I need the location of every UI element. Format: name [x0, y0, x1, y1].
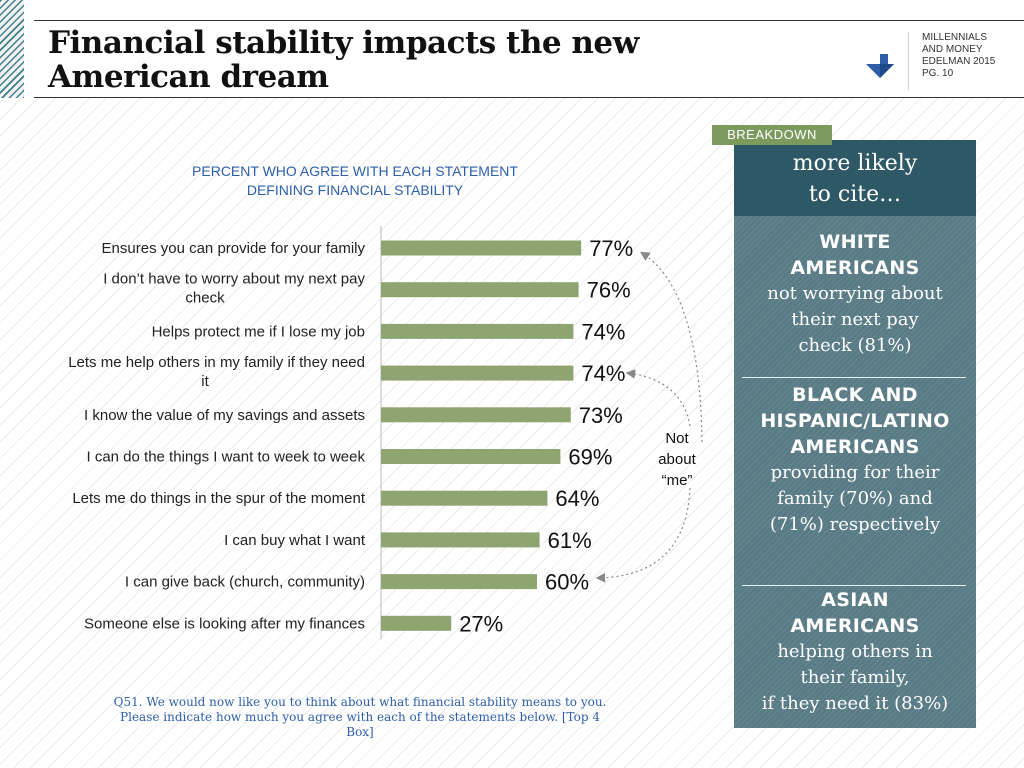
category-label: I don’t have to worry about my next pay c…	[103, 271, 365, 307]
bar	[381, 240, 582, 256]
breakdown-card-black-hispanic: BLACK AND HISPANIC/LATINO AMERICANS prov…	[734, 382, 976, 538]
annotation-line: Not	[665, 430, 689, 447]
not-about-me-annotation: Not about “me”	[652, 428, 702, 491]
annotation-arrow	[595, 487, 691, 583]
card-group-line: HISPANIC/LATINO	[760, 410, 950, 432]
card-text-line: if they need it (83%)	[761, 693, 949, 714]
arrow-logo-icon	[866, 52, 894, 78]
card-text-line: their next pay	[791, 309, 919, 330]
page-title-line: Financial stability impacts the new	[48, 25, 639, 61]
category-label: I can buy what I want	[224, 532, 366, 549]
breakdown-heading-line: to cite…	[808, 182, 902, 207]
card-text: providing for their family (70%) and (71…	[734, 460, 976, 538]
chart-subtitle: PERCENT WHO AGREE WITH EACH STATEMENT DE…	[150, 162, 560, 200]
card-separator	[742, 585, 966, 586]
card-text: not worrying about their next pay check …	[734, 281, 976, 359]
header-band	[24, 0, 1024, 98]
breakdown-card-asian: ASIAN AMERICANS helping others in their …	[734, 587, 976, 717]
brand-block: MILLENNIALS AND MONEY EDELMAN 2015 PG. 1…	[922, 32, 1022, 80]
value-label: 77%	[589, 236, 633, 261]
card-separator	[742, 377, 966, 378]
value-label: 74%	[581, 319, 625, 344]
header-rule-bottom	[34, 97, 1024, 98]
category-label: Someone else is looking after my finance…	[84, 615, 365, 632]
category-label: Lets me help others in my family if they…	[68, 354, 365, 390]
annotation-line: about	[658, 451, 696, 468]
footnote-line: Please indicate how much you agree with …	[120, 710, 600, 739]
breakdown-card-white: WHITE AMERICANS not worrying about their…	[734, 229, 976, 359]
card-group: WHITE AMERICANS	[734, 229, 976, 281]
breakdown-tag: BREAKDOWN	[712, 125, 832, 145]
value-label: 64%	[555, 486, 599, 511]
breakdown-heading: more likely to cite…	[734, 140, 976, 216]
page-title: Financial stability impacts the new Amer…	[48, 26, 748, 94]
logo-divider	[908, 32, 909, 90]
card-group-line: WHITE	[819, 231, 891, 253]
category-label: Lets me do things in the spur of the mom…	[72, 490, 365, 507]
card-group-line: AMERICANS	[790, 436, 920, 458]
page-number: PG. 10	[922, 68, 954, 79]
category-label: I can give back (church, community)	[125, 574, 365, 591]
breakdown-heading-line: more likely	[792, 151, 918, 176]
chart-subtitle-line: DEFINING FINANCIAL STABILITY	[246, 182, 464, 198]
bar	[381, 407, 571, 423]
bar	[381, 574, 537, 590]
bar	[381, 365, 574, 381]
value-label: 60%	[545, 570, 589, 595]
bar	[381, 282, 579, 298]
value-label: 61%	[548, 528, 592, 553]
card-text: helping others in their family, if they …	[734, 639, 976, 717]
footnote: Q51. We would now like you to think abou…	[110, 695, 610, 740]
value-label: 73%	[579, 403, 623, 428]
header-rule-top	[34, 20, 1024, 21]
annotation-line: “me”	[661, 472, 693, 489]
annotation-arrow	[639, 251, 703, 443]
value-label: 76%	[587, 278, 631, 303]
value-label: 27%	[459, 611, 503, 636]
bar	[381, 532, 540, 548]
page-title-line: American dream	[48, 59, 329, 95]
brand-line: EDELMAN 2015	[922, 56, 996, 67]
card-group-line: AMERICANS	[790, 615, 920, 637]
card-text-line: check (81%)	[798, 335, 912, 356]
chart-subtitle-line: PERCENT WHO AGREE WITH EACH STATEMENT	[192, 163, 518, 179]
card-group: ASIAN AMERICANS	[734, 587, 976, 639]
bar	[381, 323, 574, 339]
brand-line: MILLENNIALS	[922, 32, 988, 43]
category-label: I know the value of my savings and asset…	[84, 407, 365, 424]
brand-line: AND MONEY	[922, 44, 983, 55]
card-text-line: (71%) respectively	[769, 514, 941, 535]
breakdown-panel	[734, 216, 976, 728]
footnote-line: Q51. We would now like you to think abou…	[113, 695, 607, 709]
bar	[381, 490, 548, 506]
header-stripe-decoration	[0, 0, 24, 98]
chart-content: 77% Ensures you can provide for your fami…	[68, 226, 703, 640]
card-group: BLACK AND HISPANIC/LATINO AMERICANS	[734, 382, 976, 460]
annotation-arrow	[625, 369, 691, 427]
card-text-line: helping others in	[777, 641, 933, 662]
bar	[381, 449, 561, 464]
card-text-line: providing for their	[770, 462, 940, 483]
card-group-line: BLACK AND	[792, 384, 918, 406]
category-label: Helps protect me if I lose my job	[152, 323, 365, 340]
value-label: 69%	[568, 445, 612, 470]
bar	[381, 615, 452, 631]
card-group-line: ASIAN	[821, 589, 889, 611]
card-text-line: family (70%) and	[777, 488, 933, 509]
bar-chart: 77% Ensures you can provide for your fami…	[68, 226, 703, 640]
category-label: I can do the things I want to week to we…	[87, 449, 366, 466]
card-text-line: not worrying about	[767, 283, 943, 304]
card-group-line: AMERICANS	[790, 257, 920, 279]
value-label: 74%	[581, 361, 625, 386]
category-label: Ensures you can provide for your family	[102, 240, 366, 257]
card-text-line: their family,	[800, 667, 910, 688]
